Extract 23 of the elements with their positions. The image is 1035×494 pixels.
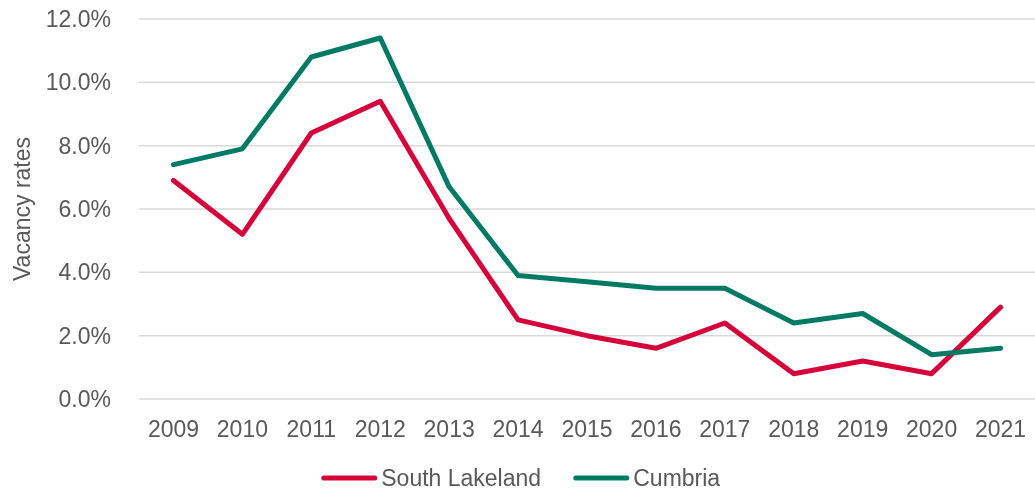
x-tick-label: 2016	[630, 416, 682, 442]
x-tick-label: 2018	[768, 416, 820, 442]
x-tick-label: 2021	[974, 416, 1027, 442]
y-tick-label: 4.0%	[58, 259, 111, 286]
y-tick-label: 10.0%	[45, 69, 111, 96]
y-axis-title: Vacancy rates	[9, 136, 35, 282]
x-tick-label: 2017	[699, 416, 751, 442]
x-tick-label: 2015	[561, 416, 613, 442]
x-tick-label: 2020	[906, 416, 958, 442]
x-tick-label: 2011	[286, 416, 337, 442]
y-tick-label: 6.0%	[58, 196, 111, 223]
legend-label: South Lakeland	[381, 465, 542, 492]
x-tick-label: 2013	[423, 416, 475, 442]
legend-label: Cumbria	[633, 465, 721, 492]
x-tick-label: 2014	[492, 416, 544, 442]
y-tick-label: 2.0%	[58, 322, 111, 349]
y-tick-label: 8.0%	[58, 132, 111, 159]
x-tick-label: 2019	[837, 416, 889, 442]
x-tick-label: 2010	[216, 416, 268, 442]
x-tick-label: 2012	[354, 416, 406, 442]
y-tick-label: 12.0%	[45, 6, 111, 33]
y-tick-label: 0.0%	[58, 386, 111, 413]
x-tick-label: 2009	[147, 416, 200, 442]
